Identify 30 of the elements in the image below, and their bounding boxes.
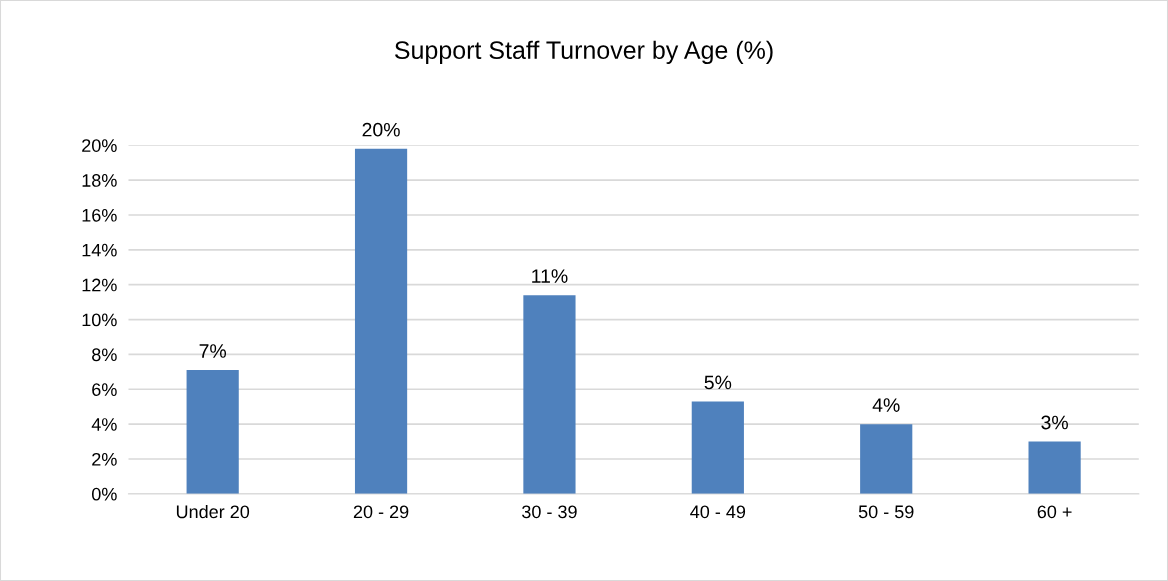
bar — [860, 424, 913, 494]
y-tick-label: 16% — [82, 208, 117, 222]
bar — [186, 370, 239, 494]
x-tick-label: 40 - 49 — [690, 505, 746, 519]
y-tick-label: 4% — [91, 418, 117, 431]
y-tick-label: 0% — [91, 487, 117, 501]
y-tick-label: 12% — [82, 278, 117, 292]
x-tick-label: 30 - 39 — [522, 505, 577, 519]
data-label: 7% — [199, 344, 227, 358]
data-label: 20% — [362, 122, 400, 137]
bar — [691, 401, 744, 494]
y-tick-label: 6% — [92, 383, 117, 396]
y-tick-label: 10% — [82, 313, 117, 327]
bar — [1028, 441, 1081, 494]
data-label: 11% — [532, 269, 568, 283]
y-tick-label: 8% — [92, 348, 117, 362]
data-label: 3% — [1041, 415, 1068, 430]
y-tick-label: 20% — [82, 139, 117, 152]
data-label: 4% — [872, 398, 900, 412]
x-tick-label: 20 - 29 — [353, 505, 409, 519]
chart-title: Support Staff Turnover by Age (%) — [394, 40, 773, 64]
x-tick-label: 50 - 59 — [858, 505, 914, 519]
bar — [523, 295, 576, 494]
y-tick-label: 18% — [82, 174, 117, 187]
bar — [354, 148, 408, 494]
data-label: 5% — [704, 375, 732, 390]
x-tick-label: 60 + — [1037, 505, 1072, 519]
y-tick-label: 14% — [82, 243, 117, 257]
y-tick-label: 2% — [92, 452, 117, 466]
x-tick-label: Under 20 — [176, 504, 250, 519]
